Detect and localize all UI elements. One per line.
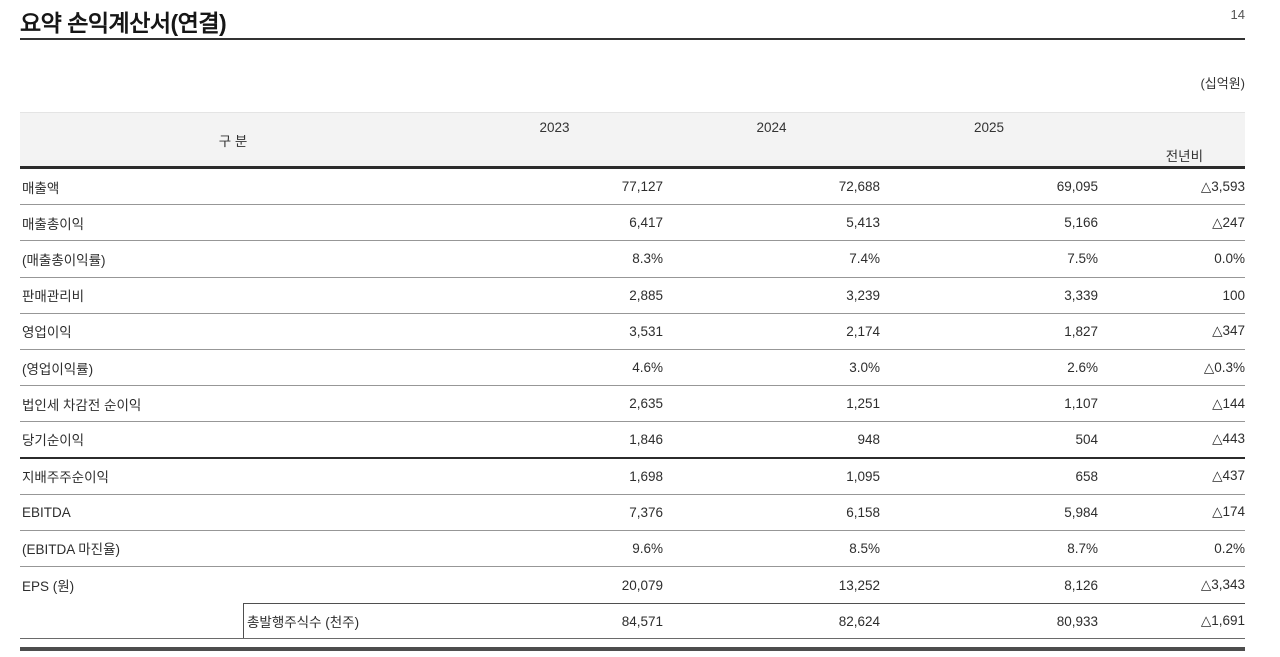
value-2025: 658 <box>1075 468 1098 484</box>
table-row: 법인세 차감전 순이익 2,635 1,251 1,107 △144 <box>20 386 1245 423</box>
unit-label: (십억원) <box>1200 76 1245 91</box>
table-row: (영업이익률) 4.6% 3.0% 2.6% △0.3% <box>20 350 1245 387</box>
value-yoy: 100 <box>1222 287 1245 303</box>
value-yoy: △247 <box>1212 214 1245 230</box>
value-2023: 1,846 <box>629 431 663 447</box>
table-row: 총발행주식수 (천주) 84,571 82,624 80,933 △1,691 <box>20 603 1245 640</box>
row-label: (영업이익률) <box>22 361 94 377</box>
row-label: 지배주주순이익 <box>22 470 109 486</box>
value-2023: 2,885 <box>629 287 663 303</box>
table-header-row: 구 분 2023 2024 2025 전년비 <box>20 112 1245 169</box>
value-yoy: △174 <box>1212 504 1245 520</box>
row-label: (EBITDA 마진율) <box>22 542 121 558</box>
value-2024: 3,239 <box>846 287 880 303</box>
income-statement-table: 구 분 2023 2024 2025 전년비 매출액 77,127 72,688 69… <box>20 112 1245 652</box>
value-2023: 77,127 <box>621 179 663 195</box>
header-year-2023: 2023 <box>539 120 570 135</box>
title-divider <box>20 38 1245 40</box>
value-2023: 4.6% <box>632 360 663 376</box>
value-2024: 1,095 <box>846 468 880 484</box>
value-2024: 82,624 <box>838 613 880 629</box>
value-2024: 13,252 <box>838 577 880 593</box>
row-label: (매출총이익률) <box>22 252 106 268</box>
row-label: EPS (원) <box>22 579 75 595</box>
value-2025: 1,827 <box>1064 323 1098 339</box>
table-body: 매출액 77,127 72,688 69,095 △3,593 매출총이익 6,417 5,4… <box>20 169 1245 640</box>
value-2025: 2.6% <box>1067 360 1098 376</box>
value-2024: 8.5% <box>849 540 880 556</box>
value-2025: 5,984 <box>1064 504 1098 520</box>
value-yoy: △3,593 <box>1200 178 1245 194</box>
value-2025: 5,166 <box>1064 215 1098 231</box>
value-2025: 7.5% <box>1067 251 1098 267</box>
row-label: 총발행주식수 (천주) <box>20 603 446 639</box>
value-2024: 6,158 <box>846 504 880 520</box>
row-label: 영업이익 <box>22 325 72 341</box>
row-label: 판매관리비 <box>22 289 85 305</box>
row-label: 법인세 차감전 순이익 <box>22 397 142 413</box>
table-row: 매출액 77,127 72,688 69,095 △3,593 <box>20 169 1245 206</box>
value-yoy: △0.3% <box>1203 359 1245 375</box>
table-row: 영업이익 3,531 2,174 1,827 △347 <box>20 314 1245 350</box>
row-label: 매출총이익 <box>22 216 85 232</box>
value-2023: 6,417 <box>629 215 663 231</box>
value-2024: 7.4% <box>849 251 880 267</box>
header-yoy: 전년비 <box>1165 149 1203 164</box>
value-2025: 69,095 <box>1056 179 1098 195</box>
value-2025: 8,126 <box>1064 577 1098 593</box>
table-row: (매출총이익률) 8.3% 7.4% 7.5% 0.0% <box>20 241 1245 278</box>
value-2023: 3,531 <box>629 323 663 339</box>
value-yoy: △347 <box>1212 323 1245 339</box>
value-2024: 948 <box>857 431 880 447</box>
table-row: EPS (원) 20,079 13,252 8,126 △3,343 <box>20 567 1245 603</box>
table-row: 판매관리비 2,885 3,239 3,339 100 <box>20 278 1245 314</box>
value-2023: 7,376 <box>629 504 663 520</box>
value-2025: 80,933 <box>1056 613 1098 629</box>
value-2024: 5,413 <box>846 215 880 231</box>
table-row: 당기순이익 1,846 948 504 △443 <box>20 422 1245 459</box>
header-category: 구 분 <box>218 133 248 149</box>
value-2023: 9.6% <box>632 540 663 556</box>
value-2023: 20,079 <box>621 577 663 593</box>
value-yoy: △1,691 <box>1200 613 1245 629</box>
page-title: 요약 손익계산서(연결) <box>20 10 227 36</box>
value-2025: 8.7% <box>1067 540 1098 556</box>
value-yoy: △3,343 <box>1200 577 1245 593</box>
header-year-2025: 2025 <box>973 120 1005 135</box>
value-yoy: △437 <box>1212 468 1245 484</box>
value-2024: 2,174 <box>846 323 880 339</box>
table-row: (EBITDA 마진율) 9.6% 8.5% 8.7% 0.2% <box>20 531 1245 568</box>
value-2025: 3,339 <box>1064 287 1098 303</box>
value-2024: 3.0% <box>849 360 880 376</box>
value-yoy: △443 <box>1212 431 1245 447</box>
row-label: EBITDA <box>22 504 71 520</box>
value-2024: 72,688 <box>838 179 880 195</box>
row-label: 당기순이익 <box>22 433 85 449</box>
row-label: 매출액 <box>22 180 60 196</box>
value-2025: 504 <box>1075 431 1098 447</box>
table-row: EBITDA 7,376 6,158 5,984 △174 <box>20 495 1245 531</box>
table-row: 매출총이익 6,417 5,413 5,166 △247 <box>20 205 1245 242</box>
value-2023: 1,698 <box>629 468 663 484</box>
value-yoy: △144 <box>1212 395 1245 411</box>
value-yoy: 0.0% <box>1214 251 1245 267</box>
value-2024: 1,251 <box>846 396 880 412</box>
table-bottom-rule <box>20 647 1245 652</box>
value-2023: 8.3% <box>632 251 663 267</box>
page-number: 14 <box>1230 7 1245 22</box>
value-2025: 1,107 <box>1064 396 1098 412</box>
table-row: 지배주주순이익 1,698 1,095 658 △437 <box>20 459 1245 495</box>
value-2023: 84,571 <box>621 613 663 629</box>
value-yoy: 0.2% <box>1214 540 1245 556</box>
value-2023: 2,635 <box>629 396 663 412</box>
header-year-2024: 2024 <box>756 120 787 135</box>
